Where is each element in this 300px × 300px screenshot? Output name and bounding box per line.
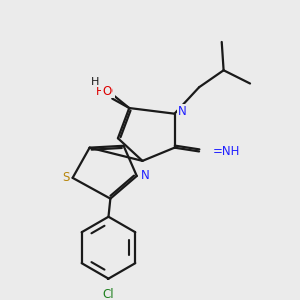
Text: H: H — [91, 76, 100, 87]
Text: N: N — [178, 105, 187, 118]
Text: Cl: Cl — [103, 288, 114, 300]
Text: =NH: =NH — [212, 145, 240, 158]
Text: S: S — [62, 171, 70, 184]
Text: HO: HO — [96, 85, 114, 98]
Text: O: O — [102, 85, 111, 98]
Text: N: N — [141, 169, 149, 182]
